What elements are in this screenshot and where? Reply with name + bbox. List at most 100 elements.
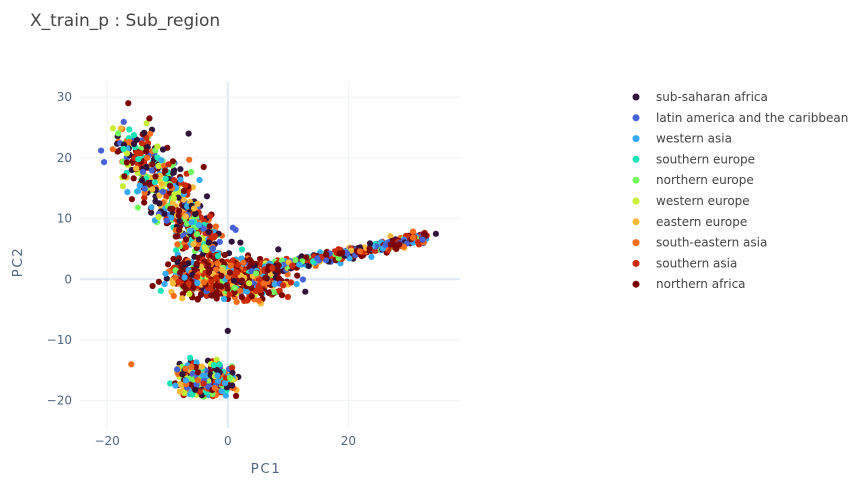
scatter-point <box>248 259 255 266</box>
scatter-point <box>206 213 214 220</box>
scatter-point <box>187 354 194 361</box>
scatter-point <box>186 290 193 297</box>
legend-item[interactable]: sub-saharan africa <box>632 90 768 104</box>
scatter-point <box>226 291 233 298</box>
legend[interactable]: sub-saharan africa latin america and the … <box>632 90 849 291</box>
scatter-point <box>161 281 168 288</box>
scatter-point <box>115 130 122 137</box>
scatter-point <box>177 176 184 183</box>
legend-item[interactable]: southern europe <box>632 152 756 166</box>
scatter-point <box>190 284 197 291</box>
scatter-point <box>235 261 242 268</box>
scatter-point <box>141 199 148 206</box>
x-axis-title: PC1 <box>251 461 282 477</box>
scatter-point <box>137 150 144 157</box>
scatter-point <box>366 245 373 252</box>
scatter-point <box>120 118 127 125</box>
scatter-point <box>144 154 151 161</box>
scatter-point <box>237 239 244 246</box>
scatter-point <box>174 241 181 248</box>
scatter-point <box>230 277 238 284</box>
scatter-point <box>216 361 223 368</box>
legend-item[interactable]: western europe <box>632 194 750 208</box>
legend-item[interactable]: eastern europe <box>632 215 748 229</box>
scatter-point <box>314 255 321 262</box>
scatter-point <box>188 219 195 226</box>
scatter-point <box>185 130 192 137</box>
scatter-point <box>114 148 121 155</box>
scatter-point <box>238 294 245 301</box>
scatter-point <box>205 383 212 390</box>
scatter-point <box>177 166 184 173</box>
scatter-point <box>126 138 133 146</box>
legend-item[interactable]: northern africa <box>632 277 746 291</box>
grid <box>80 82 460 428</box>
x-tick-label: −20 <box>94 434 119 448</box>
chart-title: X_train_p : Sub_region <box>30 11 220 31</box>
scatter-point <box>278 292 286 299</box>
scatter-point <box>171 177 178 184</box>
scatter-point <box>432 230 439 237</box>
scatter-point <box>194 369 201 376</box>
scatter-point <box>227 262 234 269</box>
scatter-point <box>172 382 179 389</box>
scatter-point <box>157 287 164 294</box>
scatter-point <box>182 182 189 189</box>
scatter-point <box>208 278 215 285</box>
legend-item[interactable]: southern asia <box>632 256 738 270</box>
tick-labels: −20 0 20 −20 −10 0 10 20 30 <box>47 90 356 448</box>
scatter-point <box>170 292 177 300</box>
scatter-point <box>260 280 267 287</box>
scatter-point <box>128 196 135 203</box>
scatter-point <box>154 143 161 150</box>
legend-item[interactable]: south-eastern asia <box>632 236 768 250</box>
scatter-point <box>240 259 247 266</box>
scatter-point <box>382 241 389 248</box>
scatter-point <box>148 167 155 174</box>
scatter-point <box>138 140 146 147</box>
legend-item[interactable]: northern europe <box>632 173 754 187</box>
scatter-point <box>182 213 189 220</box>
scatter-point <box>126 126 133 133</box>
scatter-point <box>193 231 201 238</box>
scatter-point <box>185 280 192 287</box>
scatter-point <box>205 239 212 246</box>
scatter-point <box>169 158 176 165</box>
scatter-point <box>195 377 202 384</box>
scatter-point <box>387 233 394 240</box>
scatter-point <box>305 262 312 270</box>
scatter-point <box>194 295 202 302</box>
scatter-point <box>149 282 156 290</box>
scatter-point <box>253 270 260 277</box>
scatter-point <box>134 188 142 195</box>
scatter-point <box>220 295 228 303</box>
scatter-point <box>199 372 207 379</box>
scatter-point <box>165 161 172 168</box>
scatter-point <box>255 283 262 291</box>
scatter-point <box>157 172 164 179</box>
legend-label: south-eastern asia <box>656 236 767 250</box>
legend-marker <box>632 218 640 226</box>
scatter-point <box>158 180 165 188</box>
legend-item[interactable]: western asia <box>632 132 732 146</box>
scatter-point <box>185 260 192 267</box>
legend-item[interactable]: latin america and the caribbean <box>632 111 849 125</box>
scatter-point <box>193 359 200 366</box>
scatter-point <box>238 277 246 284</box>
legend-label: southern asia <box>656 256 737 270</box>
scatter-point <box>109 125 116 132</box>
legend-label: southern europe <box>656 152 755 166</box>
scatter-point <box>293 281 300 288</box>
scatter-point <box>128 361 135 368</box>
scatter-point <box>218 272 225 279</box>
y-tick-label: −20 <box>47 394 72 408</box>
scatter-point <box>119 183 126 190</box>
scatter-point <box>194 273 201 280</box>
scatter-point <box>163 217 170 224</box>
scatter-point <box>222 392 229 399</box>
scatter-point <box>270 289 277 296</box>
scatter-point <box>117 125 124 132</box>
scatter-point <box>180 196 187 203</box>
scatter-point <box>194 279 201 287</box>
